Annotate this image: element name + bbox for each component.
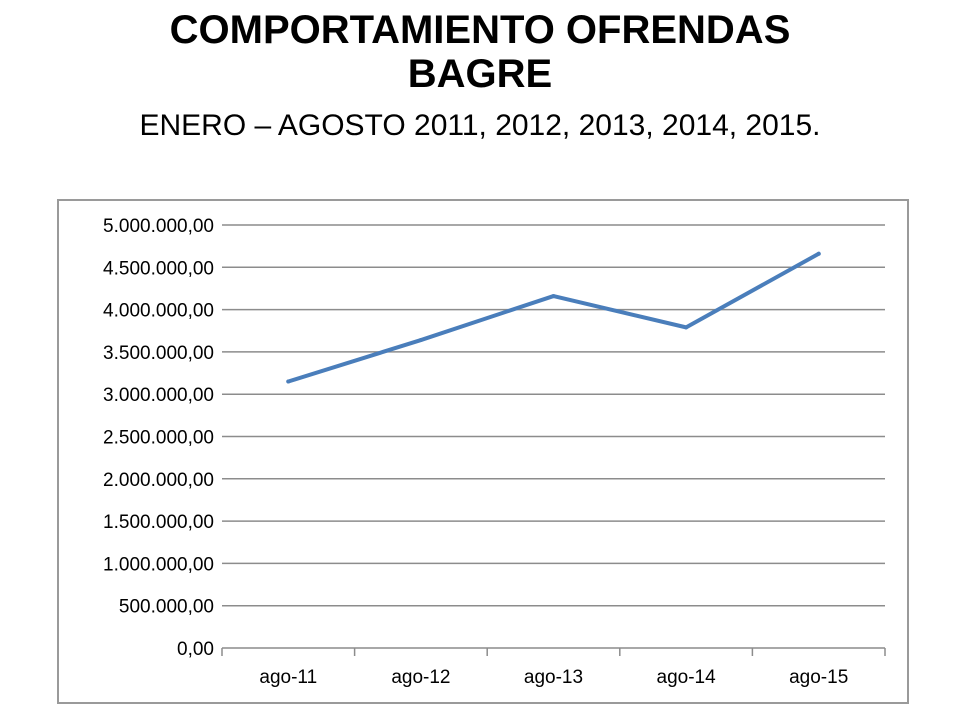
y-tick-label: 3.000.000,00 <box>103 385 214 406</box>
y-tick-label: 4.500.000,00 <box>103 258 214 279</box>
data-point <box>418 338 423 343</box>
y-tick-label: 5.000.000,00 <box>103 216 214 237</box>
y-tick-label: 2.000.000,00 <box>103 470 214 491</box>
line-chart: 0,00 500.000,00 1.000.000,00 1.500.000,00 2.… <box>103 216 886 688</box>
y-tick-label: 500.000,00 <box>119 597 214 618</box>
data-point <box>816 251 821 256</box>
chart-frame: 0,00 500.000,00 1.000.000,00 1.500.000,00 2.… <box>57 199 909 704</box>
y-tick-label: 1.500.000,00 <box>103 512 214 533</box>
y-tick-label: 0,00 <box>177 639 214 660</box>
series-line <box>286 251 821 384</box>
x-tick-label: ago-12 <box>391 667 450 688</box>
y-tick-label: 1.000.000,00 <box>103 554 214 575</box>
y-tick-label: 2.500.000,00 <box>103 428 214 449</box>
x-tick-label: ago-15 <box>789 667 848 688</box>
x-tick-label: ago-11 <box>259 667 317 688</box>
x-tick-label: ago-14 <box>657 667 717 688</box>
x-tick-label: ago-13 <box>524 667 583 688</box>
data-point <box>684 325 689 330</box>
slide-title-block: COMPORTAMIENTO OFRENDAS BAGRE ENERO – AG… <box>0 8 960 146</box>
data-point <box>286 379 291 384</box>
slide-title-line-1: COMPORTAMIENTO OFRENDAS <box>169 8 791 52</box>
slide-title-line-2: BAGRE <box>407 52 553 96</box>
y-tick-label: 3.500.000,00 <box>103 343 214 364</box>
slide-subtitle: ENERO – AGOSTO 2011, 2012, 2013, 2014, 2… <box>139 109 821 142</box>
data-point <box>551 294 556 299</box>
y-tick-label: 4.000.000,00 <box>103 301 214 322</box>
